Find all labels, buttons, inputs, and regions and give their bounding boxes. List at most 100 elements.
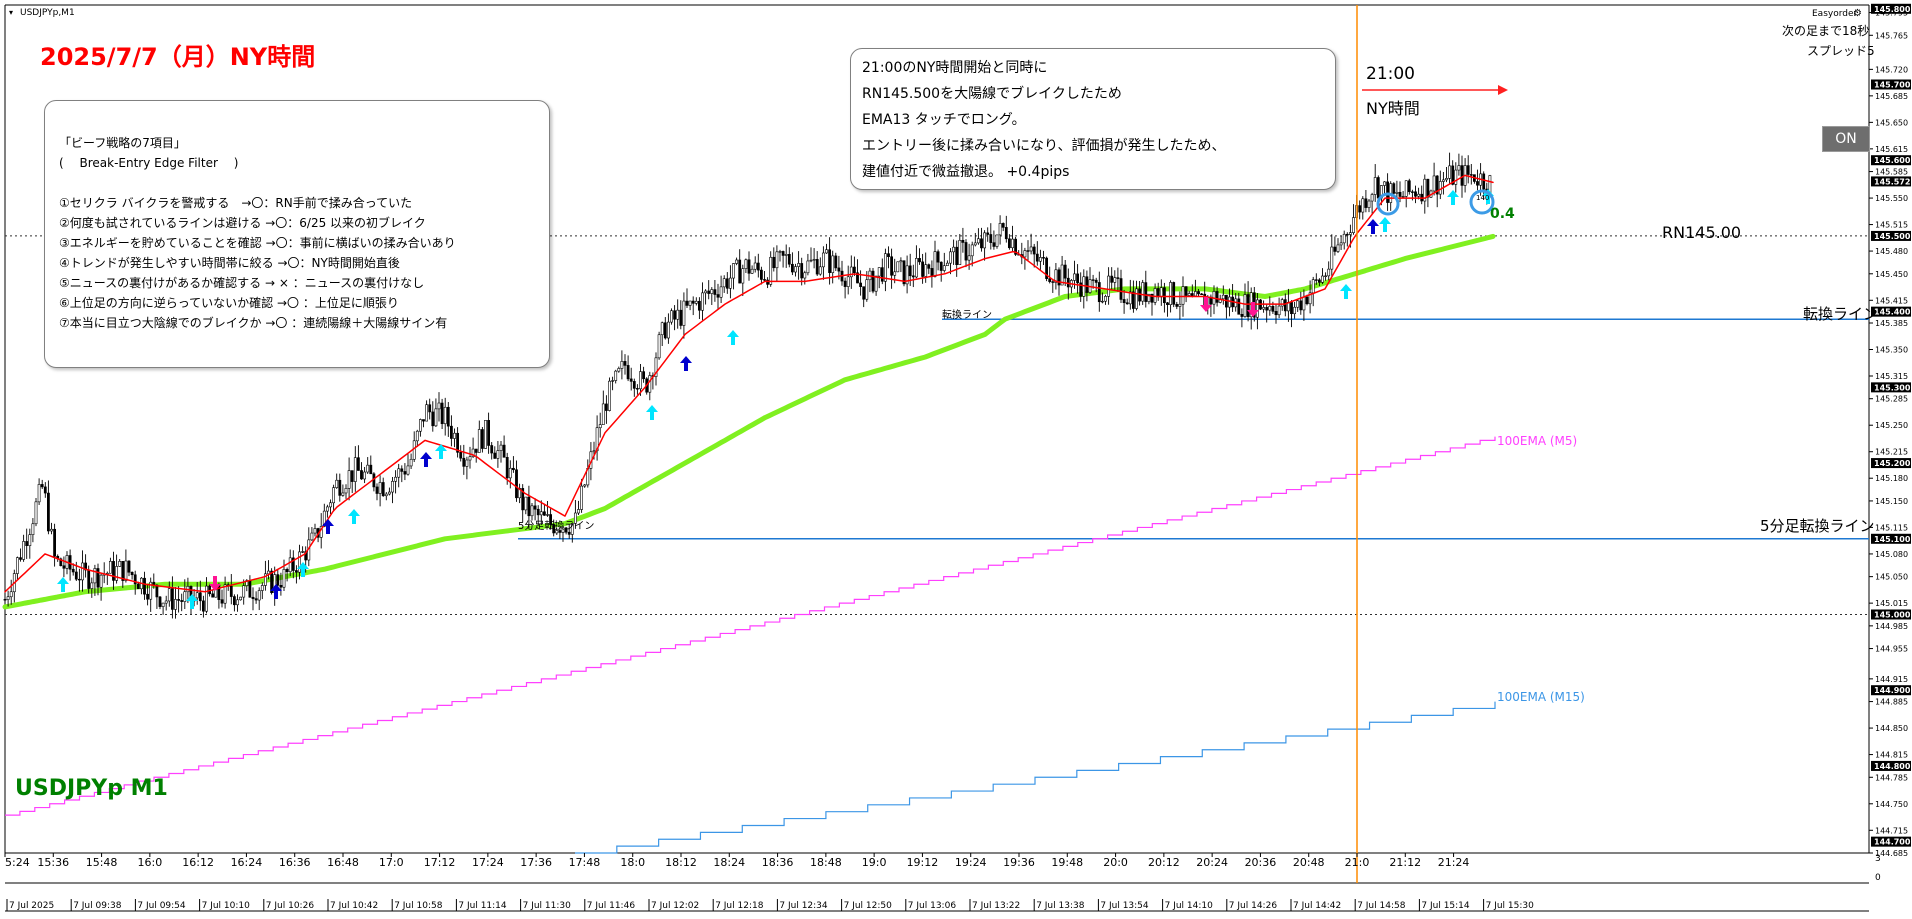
price-label: 145.800 [1874,5,1911,14]
time-label-bottom: 7 Jul 13:06 [908,901,957,911]
window-menu-arrow[interactable]: ▾ [9,8,13,17]
candle-body [1466,165,1470,175]
candle-body [911,275,915,278]
candle-body [673,310,677,320]
candle-body [756,262,760,271]
candle-body [1299,300,1303,311]
candle-body [437,402,441,410]
time-label-bottom: 7 Jul 12:02 [651,901,699,911]
candle-body [1386,181,1390,203]
candle-body [763,279,766,281]
price-label-bg [1871,458,1911,469]
spread-label: スプレッド5 [1807,44,1875,58]
candle-body [961,239,965,243]
time-label-top: 20:48 [1293,856,1325,869]
candle-body [1283,299,1287,312]
candle-body [332,487,336,504]
candle-body [118,561,122,567]
candle-body [251,596,255,599]
y-tick-label: 145.615 [1875,145,1908,154]
settings-gear-icon[interactable]: ⚙ [1853,8,1862,19]
candle-body [508,467,512,479]
candle-body [809,259,813,262]
time-label-bottom: 7 Jul 15:30 [1486,901,1535,911]
on-button[interactable]: ON [1822,126,1870,152]
candle-body [750,268,754,274]
candle-body [1029,246,1033,252]
candle-body [973,242,977,246]
ema-m15-line [575,701,1496,854]
candle-body [933,251,937,277]
y-tick-label: 145.415 [1875,296,1908,305]
candle-body [288,557,292,573]
candle-body [453,432,456,439]
time-21-label: 21:00 [1366,64,1415,84]
y-tick-label: 145.250 [1875,421,1908,430]
y-tick-label: 144.785 [1875,773,1908,782]
candle-body [62,565,66,569]
time-label-top: 19:24 [955,856,987,869]
candle-body [608,380,611,411]
candle-body [112,561,115,581]
candle-body [1432,175,1436,192]
candle-body [87,569,91,589]
candle-body [220,599,224,604]
buy-arrow-blue-1 [322,519,334,534]
candle-body [852,266,856,274]
price-label-bg [1871,760,1911,771]
candle-body [242,585,246,598]
candle-body [564,527,568,533]
candle-body [260,585,264,591]
price-label-bg [1871,836,1911,847]
candle-body [880,267,884,282]
candle-body [477,429,481,453]
time-label-bottom: 7 Jul 10:10 [202,901,251,911]
candle-body [1398,191,1402,197]
candle-body [161,602,165,607]
candle-body [313,528,317,534]
price-label: 145.500 [1874,232,1911,241]
candle-body [1318,279,1321,283]
candle-body [1445,178,1448,181]
candle-body [1042,257,1045,259]
candle-body [456,432,460,453]
candle-body [1063,264,1067,279]
m5-switch-line-label: 5分足転換ライン [1760,517,1875,535]
candle-body [46,492,50,532]
candle-body [679,309,683,326]
time-label-top: 15:36 [37,856,69,869]
candle-body [735,259,739,264]
candle-body [1197,291,1200,295]
candle-body [1364,198,1368,208]
candle-body [732,263,735,279]
candle-body [236,599,239,606]
candle-body [121,561,125,581]
y-tick-label: 145.385 [1875,319,1908,328]
candle-body [1442,179,1445,182]
candle-body [1104,296,1107,302]
candle-body [487,420,491,446]
candle-body [1023,250,1027,258]
candle-body [713,289,717,295]
note-line-3: EMA13 タッチでロング。 [862,112,1026,128]
candle-body [821,252,825,268]
candle-body [759,269,763,280]
y-tick-label: 145.450 [1875,270,1908,279]
candle-body [329,502,332,508]
y-tick-label: 145.215 [1875,448,1908,457]
candle-body [1367,200,1371,208]
time-label-bottom: 7 Jul 10:58 [394,901,443,911]
time-label-top: 16:24 [231,856,263,869]
sell-arrow-1 [1200,297,1212,312]
candle-body [285,569,289,573]
beef-strategy-rules-box: 「ビーフ戦略の7項目」 ( Break-Entry Edge Filter ) ①セ… [44,100,550,368]
candle-body [856,272,859,284]
candle-body [787,254,791,265]
candle-body [183,591,187,602]
candle-body [1290,302,1293,315]
note-line-5: 建値付近で微益撤退。 +0.4pips [862,164,1070,180]
candle-body [790,263,794,273]
y-tick-label: 145.050 [1875,573,1908,582]
candle-body [632,381,636,389]
ema13-line [4,174,1494,593]
